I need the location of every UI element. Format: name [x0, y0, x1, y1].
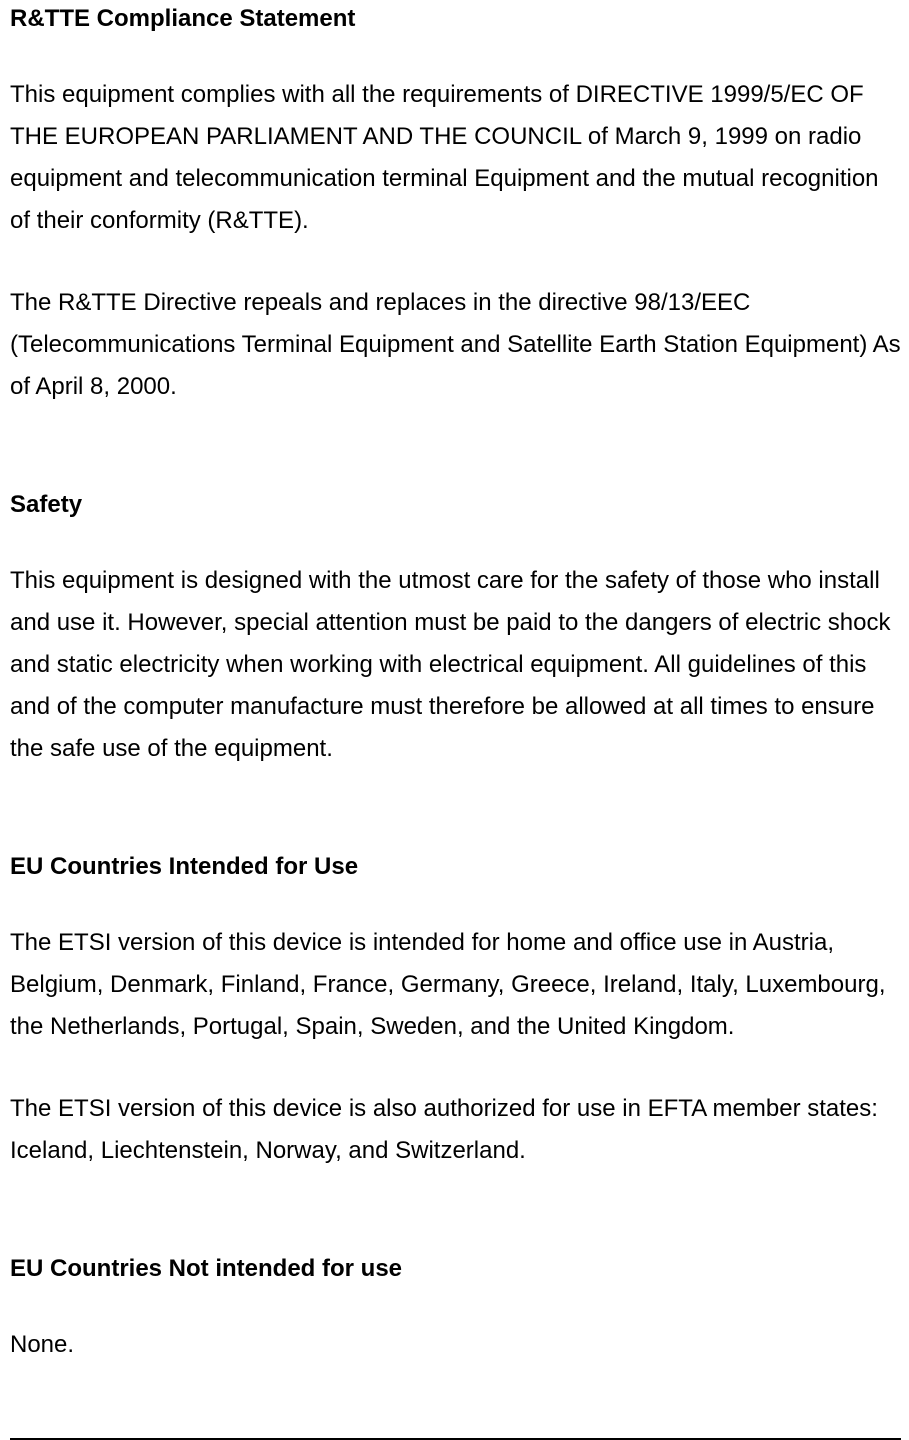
spacer [10, 882, 901, 922]
body-paragraph: The ETSI version of this device is inten… [10, 922, 901, 1048]
body-paragraph: None. [10, 1324, 901, 1366]
section-heading: EU Countries Intended for Use [10, 852, 901, 882]
spacer [10, 1048, 901, 1088]
document-page: R&TTE Compliance Statement This equipmen… [0, 0, 909, 1440]
body-paragraph: The R&TTE Directive repeals and replaces… [10, 282, 901, 408]
spacer [10, 520, 901, 560]
spacer [10, 1284, 901, 1324]
spacer [10, 34, 901, 74]
section-heading: R&TTE Compliance Statement [10, 4, 901, 34]
section-heading: Safety [10, 490, 901, 520]
spacer [10, 1172, 901, 1254]
spacer [10, 242, 901, 282]
body-paragraph: This equipment complies with all the req… [10, 74, 901, 242]
body-paragraph: The ETSI version of this device is also … [10, 1088, 901, 1172]
section-heading: EU Countries Not intended for use [10, 1254, 901, 1284]
spacer [10, 770, 901, 852]
body-paragraph: This equipment is designed with the utmo… [10, 560, 901, 770]
spacer [10, 408, 901, 490]
